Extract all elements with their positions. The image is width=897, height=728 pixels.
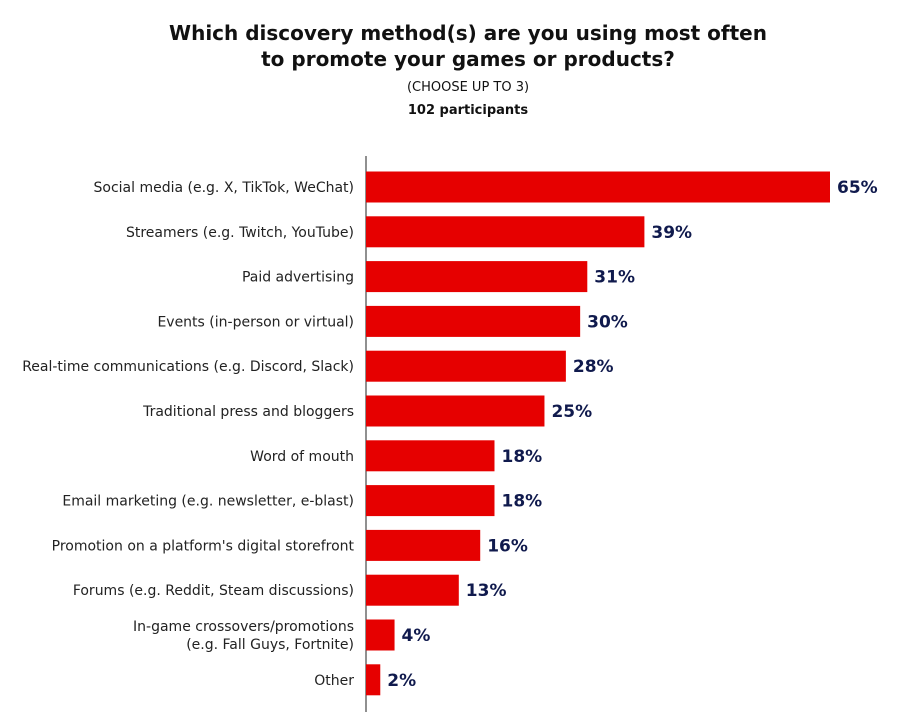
- category-label: Streamers (e.g. Twitch, YouTube): [126, 225, 354, 241]
- category-label: Social media (e.g. X, TikTok, WeChat): [94, 180, 355, 196]
- value-label: 18%: [501, 447, 542, 467]
- bar: [366, 440, 495, 472]
- bar: [366, 485, 495, 517]
- value-label: 25%: [551, 402, 592, 422]
- bar: [366, 305, 581, 337]
- value-label: 2%: [387, 671, 416, 691]
- bar: [366, 216, 645, 248]
- value-label: 65%: [837, 178, 878, 198]
- category-label: Forums (e.g. Reddit, Steam discussions): [73, 583, 354, 599]
- bar: [366, 350, 566, 382]
- value-label: 4%: [402, 626, 431, 646]
- category-label: Events (in-person or virtual): [157, 314, 354, 330]
- participants-count: 102 participants: [407, 103, 529, 118]
- category-label: Real-time communications (e.g. Discord, …: [22, 359, 354, 375]
- category-label: Other: [314, 673, 354, 689]
- bar: [366, 619, 395, 651]
- value-label: 31%: [594, 268, 635, 288]
- value-label: 18%: [501, 492, 542, 512]
- bar: [366, 529, 481, 561]
- category-label: (e.g. Fall Guys, Fortnite): [186, 637, 354, 653]
- category-label: Traditional press and bloggers: [142, 404, 354, 420]
- value-label: 13%: [466, 581, 507, 601]
- value-label: 39%: [651, 223, 692, 243]
- chart-title-line-2: to promote your games or products?: [261, 47, 675, 71]
- value-label: 28%: [573, 357, 614, 377]
- value-label: 30%: [587, 312, 628, 332]
- bar: [366, 261, 588, 293]
- bar: [366, 574, 459, 606]
- bar: [366, 171, 830, 203]
- chart-title-line-1: Which discovery method(s) are you using …: [169, 21, 767, 45]
- chart-header: Which discovery method(s) are you using …: [0, 20, 897, 118]
- chart-title: Which discovery method(s) are you using …: [0, 20, 897, 72]
- category-label: Word of mouth: [250, 449, 354, 465]
- category-label: Email marketing (e.g. newsletter, e-blas…: [62, 494, 354, 510]
- chart-subtitle: (CHOOSE UP TO 3): [406, 80, 530, 95]
- bar: [366, 395, 545, 427]
- category-label: In-game crossovers/promotions: [133, 619, 354, 635]
- category-label: Paid advertising: [242, 270, 354, 286]
- category-label: Promotion on a platform's digital storef…: [52, 538, 355, 554]
- bar: [366, 664, 381, 696]
- value-label: 16%: [487, 536, 528, 556]
